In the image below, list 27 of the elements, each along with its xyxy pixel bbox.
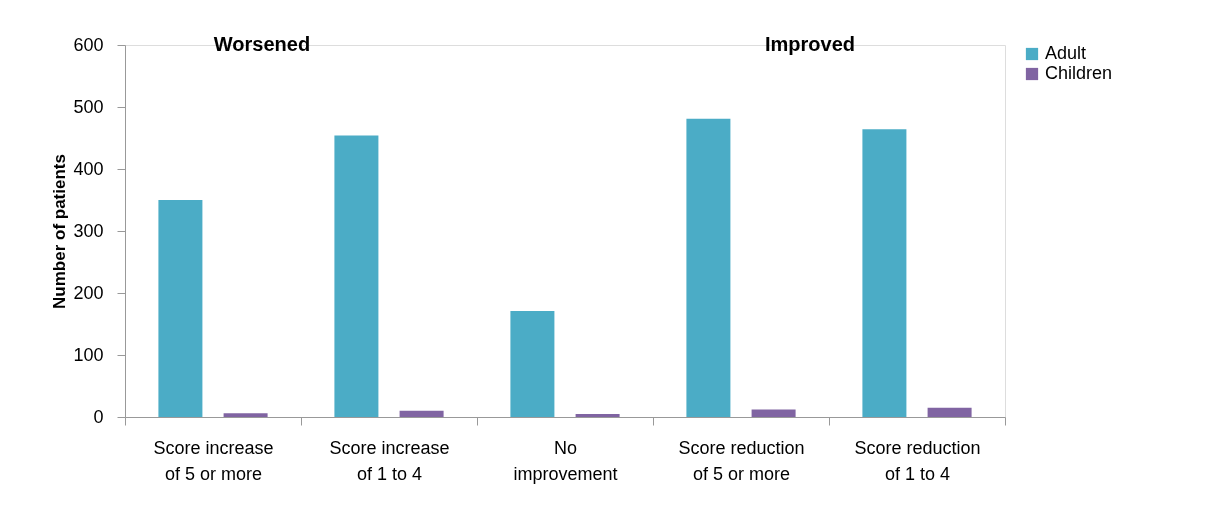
bar (334, 135, 379, 417)
bar (158, 200, 203, 417)
bar (575, 413, 620, 417)
x-tick-label: Score increase of 5 or more (153, 437, 274, 484)
annotation: Worsened (213, 33, 311, 55)
y-tick-label: 100 (73, 344, 104, 365)
bar (686, 118, 731, 417)
x-tick-label: Score reduction of 1 to 4 (854, 437, 981, 484)
y-tick-label: 500 (73, 96, 104, 117)
y-tick-label: 400 (73, 158, 104, 179)
x-tick-label: Score reduction of 5 or more (678, 437, 805, 484)
bar (862, 129, 907, 417)
bar (510, 310, 555, 417)
y-tick-label: 200 (73, 282, 104, 303)
y-tick-label: 300 (73, 220, 104, 241)
bar (223, 413, 268, 417)
bar (751, 409, 796, 417)
x-tick-label: No improvement (513, 437, 618, 484)
y-axis-title: Number of patients (50, 154, 70, 309)
x-tick-label: Score increase of 1 to 4 (329, 437, 450, 484)
legend-label: Adult (1045, 43, 1087, 63)
bar (399, 410, 444, 417)
legend-label: Children (1045, 63, 1113, 83)
bar (927, 407, 972, 417)
annotation: Improved (764, 33, 856, 55)
y-tick-label: 600 (73, 34, 104, 55)
y-tick-label: 0 (93, 406, 104, 427)
